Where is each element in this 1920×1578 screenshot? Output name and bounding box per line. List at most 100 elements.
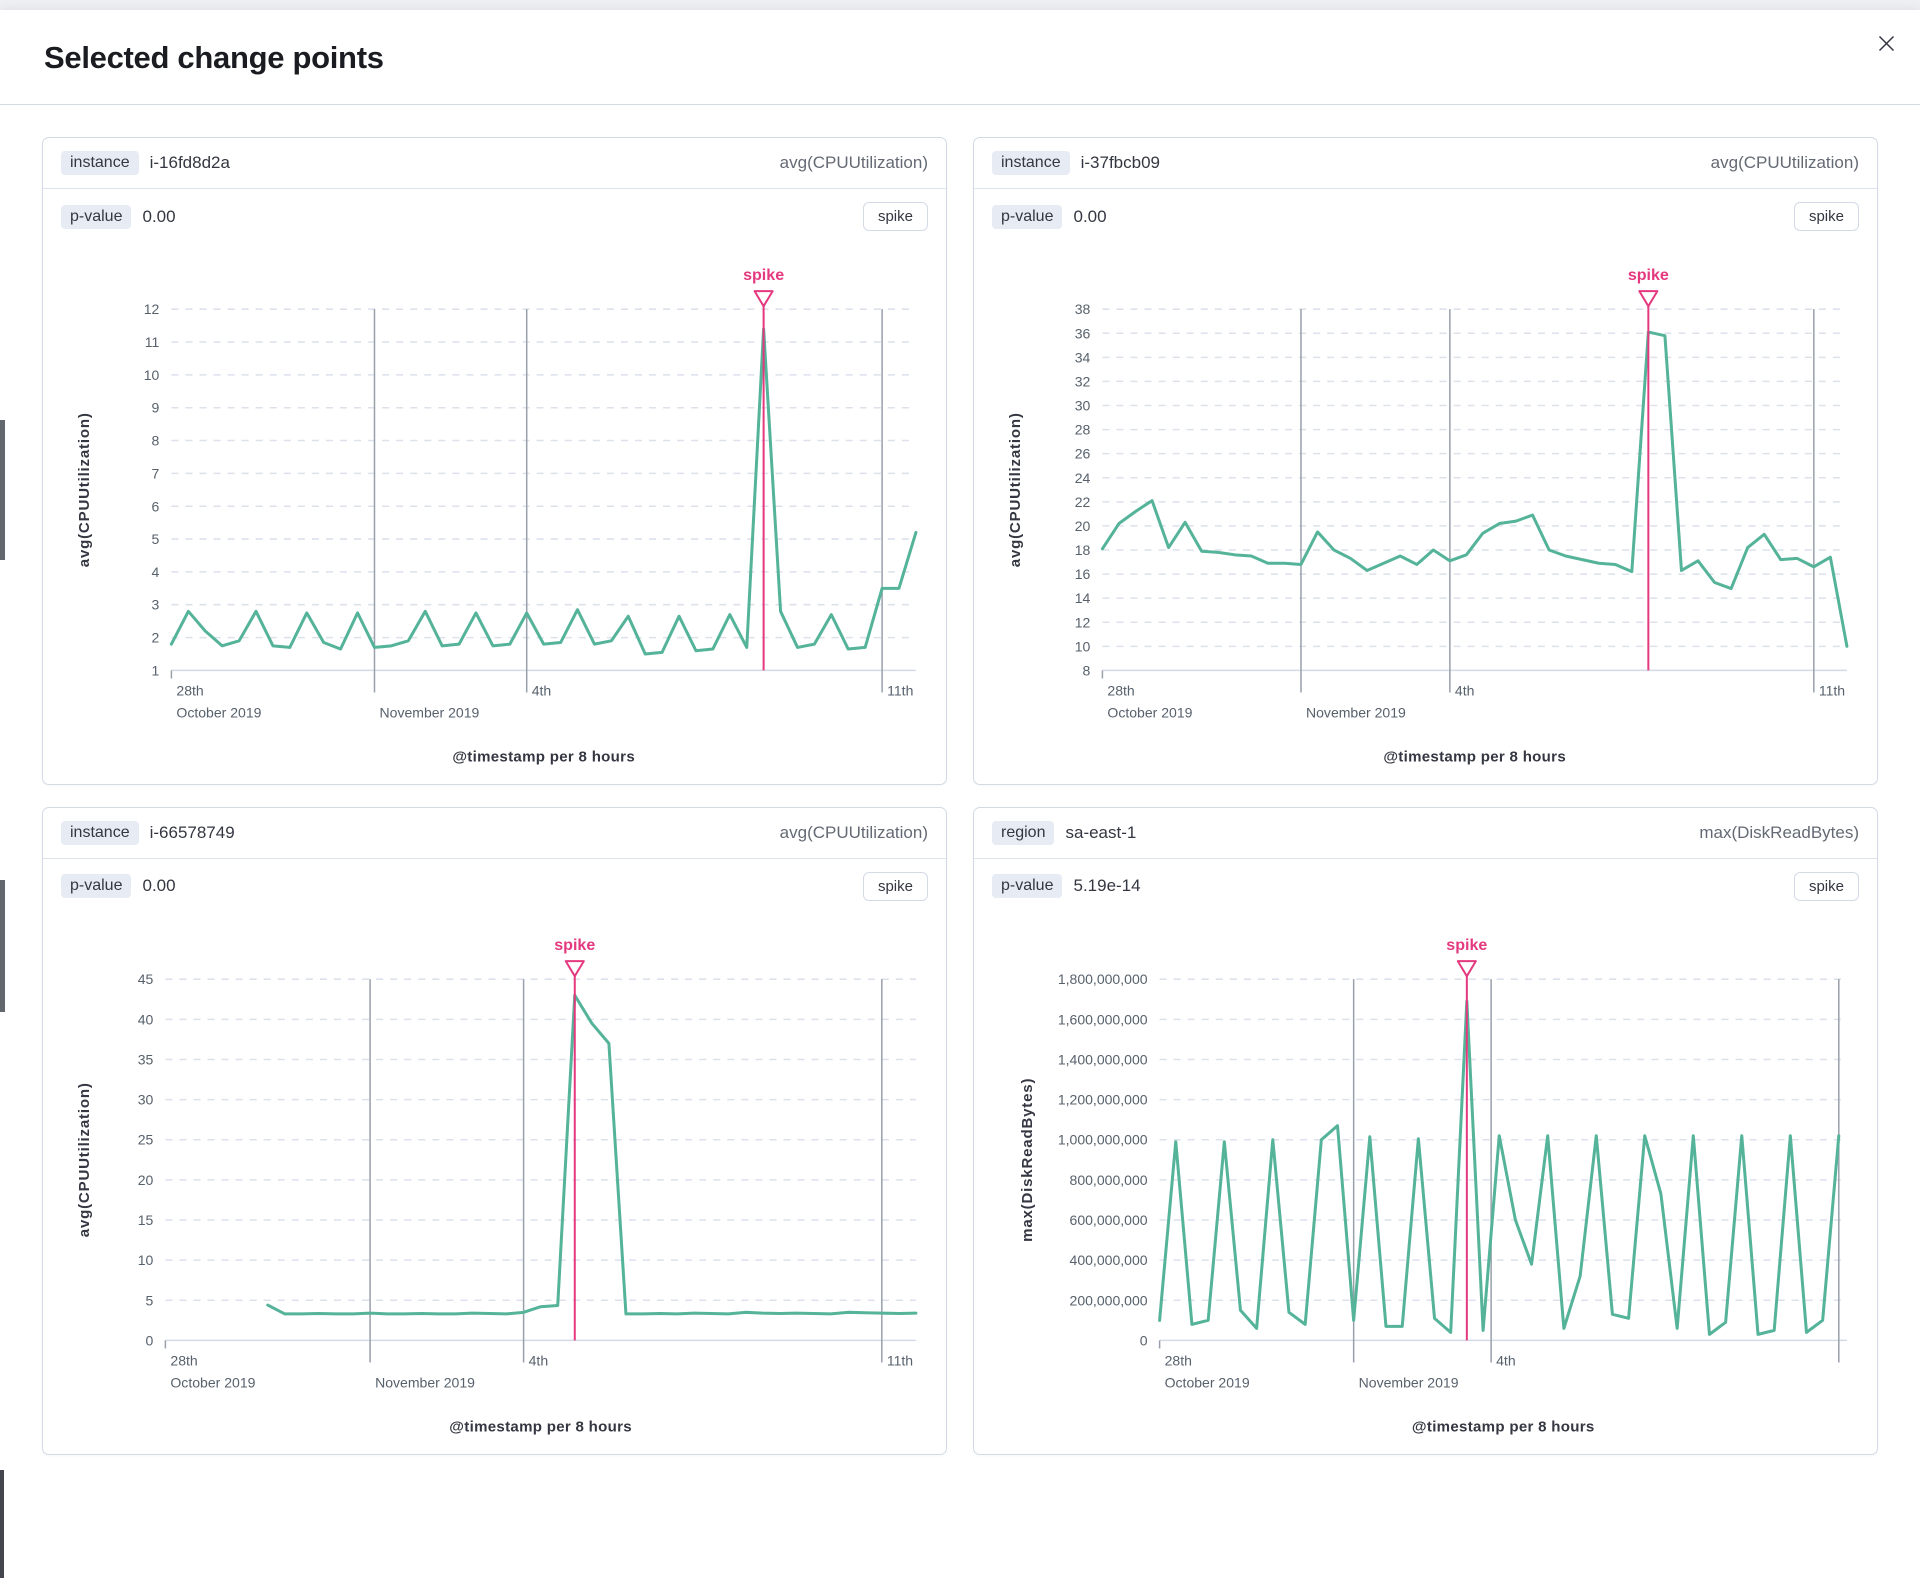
svg-text:10: 10 bbox=[138, 1252, 154, 1268]
svg-text:9: 9 bbox=[152, 400, 160, 416]
svg-text:October 2019: October 2019 bbox=[176, 705, 261, 721]
svg-text:24: 24 bbox=[1075, 470, 1091, 486]
svg-text:4: 4 bbox=[152, 564, 160, 580]
svg-text:28: 28 bbox=[1075, 422, 1091, 438]
svg-text:0: 0 bbox=[146, 1332, 154, 1348]
panel-pvalue-row: p-value 0.00 spike bbox=[43, 859, 946, 914]
svg-text:12: 12 bbox=[1075, 614, 1091, 630]
svg-text:avg(CPUUtilization): avg(CPUUtilization) bbox=[76, 1082, 93, 1237]
field-value: i-16fd8d2a bbox=[149, 153, 230, 172]
pvalue-value: 0.00 bbox=[142, 876, 176, 896]
svg-text:@timestamp per 8 hours: @timestamp per 8 hours bbox=[1412, 1418, 1595, 1435]
svg-text:18: 18 bbox=[1075, 542, 1091, 558]
metric-label: avg(CPUUtilization) bbox=[779, 153, 928, 172]
background-page-fragment bbox=[0, 880, 5, 1012]
field-badge: instance bbox=[992, 151, 1070, 175]
svg-text:12: 12 bbox=[144, 301, 160, 317]
svg-text:6: 6 bbox=[152, 498, 160, 514]
change-point-panel: instance i-37fbcb09 avg(CPUUtilization) … bbox=[973, 137, 1878, 785]
svg-text:800,000,000: 800,000,000 bbox=[1070, 1172, 1148, 1188]
pvalue-value: 0.00 bbox=[142, 206, 176, 226]
close-icon bbox=[1877, 35, 1896, 56]
chart-container: 0 200,000,000 400,000,000 600,000,000 800,00… bbox=[974, 914, 1877, 1454]
svg-text:26: 26 bbox=[1075, 446, 1091, 462]
svg-text:14: 14 bbox=[1075, 590, 1091, 606]
pvalue-value: 5.19e-14 bbox=[1073, 876, 1141, 896]
modal-header: Selected change points bbox=[0, 10, 1920, 105]
svg-text:28th: 28th bbox=[1107, 682, 1134, 698]
svg-text:max(DiskReadBytes): max(DiskReadBytes) bbox=[1019, 1077, 1036, 1241]
pvalue-badge: p-value bbox=[61, 204, 132, 229]
field-badge: instance bbox=[61, 820, 139, 845]
svg-text:4th: 4th bbox=[1496, 1352, 1516, 1368]
metric-label: max(DiskReadBytes) bbox=[1699, 822, 1859, 842]
svg-text:November 2019: November 2019 bbox=[380, 705, 480, 721]
svg-text:October 2019: October 2019 bbox=[1107, 705, 1192, 721]
svg-text:5: 5 bbox=[146, 1292, 154, 1308]
change-point-chart[interactable]: 0 200,000,000 400,000,000 600,000,000 800,00… bbox=[984, 924, 1867, 1446]
svg-text:22: 22 bbox=[1075, 494, 1091, 510]
svg-text:28th: 28th bbox=[1165, 1352, 1192, 1368]
change-point-panel: instance i-16fd8d2a avg(CPUUtilization) … bbox=[42, 137, 947, 785]
metric-label: avg(CPUUtilization) bbox=[1710, 153, 1859, 172]
svg-text:400,000,000: 400,000,000 bbox=[1070, 1252, 1148, 1268]
field-badge: region bbox=[992, 820, 1055, 845]
metric-label: avg(CPUUtilization) bbox=[779, 822, 928, 842]
svg-text:spike: spike bbox=[554, 936, 595, 954]
field-value: sa-east-1 bbox=[1065, 822, 1137, 842]
svg-text:4th: 4th bbox=[1455, 682, 1475, 698]
svg-text:3: 3 bbox=[152, 597, 160, 613]
change-type-badge: spike bbox=[1793, 871, 1859, 901]
panel-pvalue-row: p-value 5.19e-14 spike bbox=[974, 859, 1877, 914]
panel-pvalue-row: p-value 0.00 spike bbox=[43, 189, 946, 244]
background-page-fragment bbox=[0, 420, 5, 560]
svg-text:@timestamp per 8 hours: @timestamp per 8 hours bbox=[452, 749, 635, 766]
change-point-chart[interactable]: 0 5 10 15 20 25 30 35 40 45 28th October 2019 Novemb… bbox=[53, 924, 936, 1446]
change-points-modal: Selected change points instance i-16fd8d… bbox=[0, 10, 1920, 1578]
svg-text:28th: 28th bbox=[176, 682, 203, 698]
panel-header-row: instance i-37fbcb09 avg(CPUUtilization) bbox=[974, 138, 1877, 189]
close-button[interactable] bbox=[1873, 30, 1900, 57]
chart-container: 0 5 10 15 20 25 30 35 40 45 28th October 2019 Novemb… bbox=[43, 914, 946, 1454]
svg-text:0: 0 bbox=[1140, 1332, 1148, 1348]
pvalue-badge: p-value bbox=[61, 874, 132, 899]
change-type-badge: spike bbox=[1793, 202, 1859, 231]
background-page-fragment bbox=[0, 1470, 4, 1578]
svg-text:35: 35 bbox=[138, 1051, 154, 1067]
svg-text:November 2019: November 2019 bbox=[375, 1374, 475, 1390]
panel-header-row: instance i-66578749 avg(CPUUtilization) bbox=[43, 808, 946, 859]
panels-grid: instance i-16fd8d2a avg(CPUUtilization) … bbox=[0, 105, 1920, 1499]
svg-text:600,000,000: 600,000,000 bbox=[1070, 1212, 1148, 1228]
svg-text:32: 32 bbox=[1075, 373, 1091, 389]
chart-container: 1 2 3 4 5 6 7 8 9 10 11 12 28th October 2019 November … bbox=[43, 244, 946, 784]
svg-text:October 2019: October 2019 bbox=[170, 1374, 255, 1390]
svg-text:spike: spike bbox=[1628, 266, 1669, 284]
svg-text:11th: 11th bbox=[887, 682, 913, 698]
svg-text:11th: 11th bbox=[887, 1352, 913, 1368]
svg-text:20: 20 bbox=[138, 1172, 154, 1188]
svg-text:1,400,000,000: 1,400,000,000 bbox=[1058, 1051, 1148, 1067]
svg-text:7: 7 bbox=[152, 465, 160, 481]
svg-text:1,200,000,000: 1,200,000,000 bbox=[1058, 1091, 1148, 1107]
svg-text:@timestamp per 8 hours: @timestamp per 8 hours bbox=[1383, 749, 1566, 766]
svg-text:34: 34 bbox=[1075, 349, 1091, 365]
svg-text:1: 1 bbox=[152, 662, 160, 678]
pvalue-badge: p-value bbox=[992, 204, 1063, 229]
panel-pvalue-row: p-value 0.00 spike bbox=[974, 189, 1877, 244]
pvalue-value: 0.00 bbox=[1073, 206, 1107, 226]
svg-text:20: 20 bbox=[1075, 518, 1091, 534]
svg-text:40: 40 bbox=[138, 1011, 154, 1027]
change-type-badge: spike bbox=[862, 202, 928, 231]
svg-text:38: 38 bbox=[1075, 301, 1091, 317]
svg-text:spike: spike bbox=[743, 266, 784, 284]
field-value: i-37fbcb09 bbox=[1080, 153, 1160, 172]
change-point-chart[interactable]: 8 10 12 14 16 18 20 22 24 26 28 30 32 34 36 38 28th Octob… bbox=[984, 254, 1867, 776]
panel-header-row: region sa-east-1 max(DiskReadBytes) bbox=[974, 808, 1877, 859]
panel-header-row: instance i-16fd8d2a avg(CPUUtilization) bbox=[43, 138, 946, 189]
page-title: Selected change points bbox=[44, 40, 384, 75]
svg-text:avg(CPUUtilization): avg(CPUUtilization) bbox=[76, 412, 93, 567]
svg-text:36: 36 bbox=[1075, 325, 1091, 341]
svg-text:25: 25 bbox=[138, 1132, 154, 1148]
pvalue-badge: p-value bbox=[992, 874, 1063, 899]
